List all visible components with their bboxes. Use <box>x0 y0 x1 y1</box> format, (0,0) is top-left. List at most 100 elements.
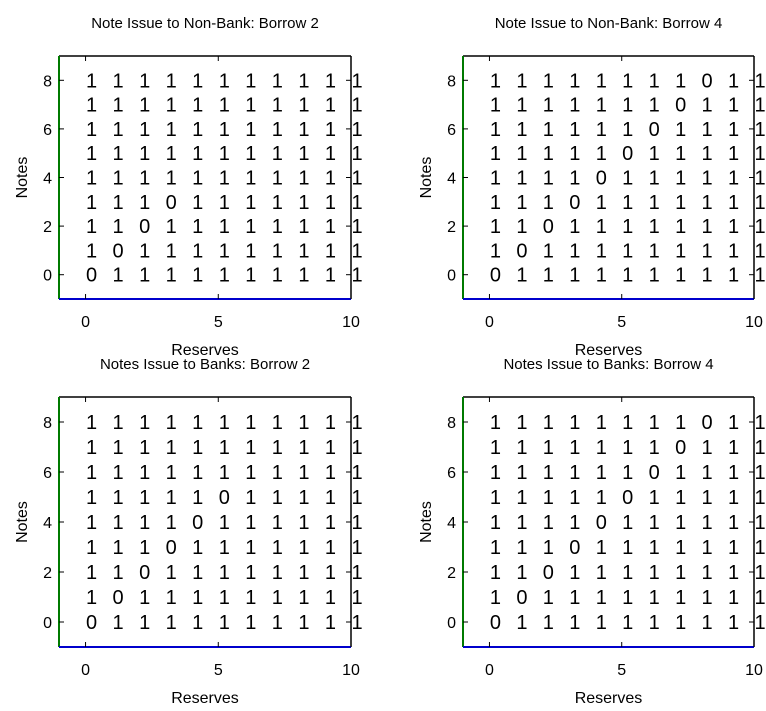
cell-value: 1 <box>516 462 527 484</box>
cell-value: 1 <box>516 95 527 117</box>
y-tick-label: 8 <box>447 73 456 90</box>
cell-value: 1 <box>675 412 686 434</box>
x-tick-label: 0 <box>485 662 494 679</box>
cell-value: 0 <box>516 240 527 262</box>
cell-value: 1 <box>86 487 97 509</box>
cell-value: 1 <box>622 562 633 584</box>
cell-value: 1 <box>272 412 283 434</box>
cell-value: 1 <box>754 487 765 509</box>
cell-value: 1 <box>192 537 203 559</box>
cell-value: 1 <box>86 143 97 165</box>
cell-value: 1 <box>325 70 336 92</box>
cell-value: 1 <box>490 487 501 509</box>
cell-value: 1 <box>298 240 309 262</box>
cell-value: 1 <box>702 512 713 534</box>
cell-value: 1 <box>139 462 150 484</box>
cell-value: 1 <box>351 143 362 165</box>
cell-value: 1 <box>272 216 283 238</box>
cell-value: 1 <box>728 95 739 117</box>
cell-value: 0 <box>219 487 230 509</box>
cell-value: 1 <box>596 562 607 584</box>
cell-value: 1 <box>569 462 580 484</box>
y-tick-label: 2 <box>447 565 456 582</box>
cell-value: 1 <box>675 487 686 509</box>
cell-value: 1 <box>490 119 501 141</box>
cell-value: 1 <box>192 168 203 190</box>
x-tick-label: 0 <box>81 314 90 331</box>
y-tick-label: 4 <box>447 515 456 532</box>
cell-value: 1 <box>298 265 309 287</box>
cell-value: 1 <box>516 537 527 559</box>
cell-value: 1 <box>272 240 283 262</box>
cell-value: 1 <box>192 265 203 287</box>
cell-value: 1 <box>113 437 124 459</box>
cell-value: 1 <box>543 612 554 634</box>
x-axis-label: Reserves <box>171 342 239 359</box>
cell-value: 0 <box>675 437 686 459</box>
cell-value: 0 <box>113 587 124 609</box>
cell-value: 1 <box>272 119 283 141</box>
cell-value: 1 <box>325 216 336 238</box>
chart-panel-2: Note Issue to Non-Bank: Borrow 40 5 100246… <box>418 15 766 359</box>
cell-value: 1 <box>219 265 230 287</box>
cell-value: 1 <box>622 95 633 117</box>
cell-value: 1 <box>298 437 309 459</box>
cell-value: 1 <box>219 119 230 141</box>
cell-value: 0 <box>569 537 580 559</box>
cell-value: 1 <box>490 70 501 92</box>
cell-value: 1 <box>113 487 124 509</box>
cell-value: 1 <box>649 537 660 559</box>
cell-value: 1 <box>245 192 256 214</box>
cell-value: 1 <box>166 612 177 634</box>
cell-value: 0 <box>490 265 501 287</box>
cell-value: 1 <box>86 462 97 484</box>
cell-value: 1 <box>754 412 765 434</box>
cell-value: 1 <box>298 192 309 214</box>
cell-value: 1 <box>325 437 336 459</box>
cell-value: 1 <box>622 462 633 484</box>
cell-value: 1 <box>192 412 203 434</box>
cell-value: 1 <box>543 240 554 262</box>
cell-value: 1 <box>754 587 765 609</box>
cell-value: 1 <box>649 412 660 434</box>
cell-value: 1 <box>649 562 660 584</box>
cell-value: 1 <box>325 487 336 509</box>
cell-value: 1 <box>166 143 177 165</box>
cell-value: 1 <box>139 587 150 609</box>
cell-value: 1 <box>192 487 203 509</box>
cell-value: 1 <box>139 612 150 634</box>
cell-value: 1 <box>298 587 309 609</box>
cell-value: 1 <box>728 192 739 214</box>
cell-value: 1 <box>728 240 739 262</box>
cell-value: 1 <box>351 612 362 634</box>
cell-value: 1 <box>272 168 283 190</box>
cell-value: 1 <box>139 412 150 434</box>
cell-value: 0 <box>702 412 713 434</box>
cell-value: 1 <box>86 70 97 92</box>
y-tick-label: 4 <box>43 515 52 532</box>
y-tick-label: 6 <box>447 465 456 482</box>
cell-value: 1 <box>192 119 203 141</box>
cell-value: 0 <box>516 587 527 609</box>
cell-value: 1 <box>516 612 527 634</box>
y-tick-label: 2 <box>43 565 52 582</box>
y-axis-label: Notes <box>418 501 435 543</box>
y-tick-label: 4 <box>447 171 456 188</box>
cell-value: 1 <box>490 168 501 190</box>
cell-value: 1 <box>675 587 686 609</box>
cell-value: 1 <box>569 437 580 459</box>
cell-value: 1 <box>569 168 580 190</box>
cell-value: 1 <box>298 512 309 534</box>
cell-value: 1 <box>490 412 501 434</box>
cell-value: 1 <box>139 265 150 287</box>
cell-value: 1 <box>596 70 607 92</box>
cell-value: 1 <box>113 143 124 165</box>
cell-value: 1 <box>166 512 177 534</box>
cell-value: 1 <box>702 537 713 559</box>
cell-value: 1 <box>728 119 739 141</box>
chart-panel-1: Note Issue to Non-Bank: Borrow 20 5 100246… <box>14 15 363 359</box>
cell-value: 1 <box>649 168 660 190</box>
cell-value: 1 <box>219 512 230 534</box>
cell-value: 1 <box>298 95 309 117</box>
